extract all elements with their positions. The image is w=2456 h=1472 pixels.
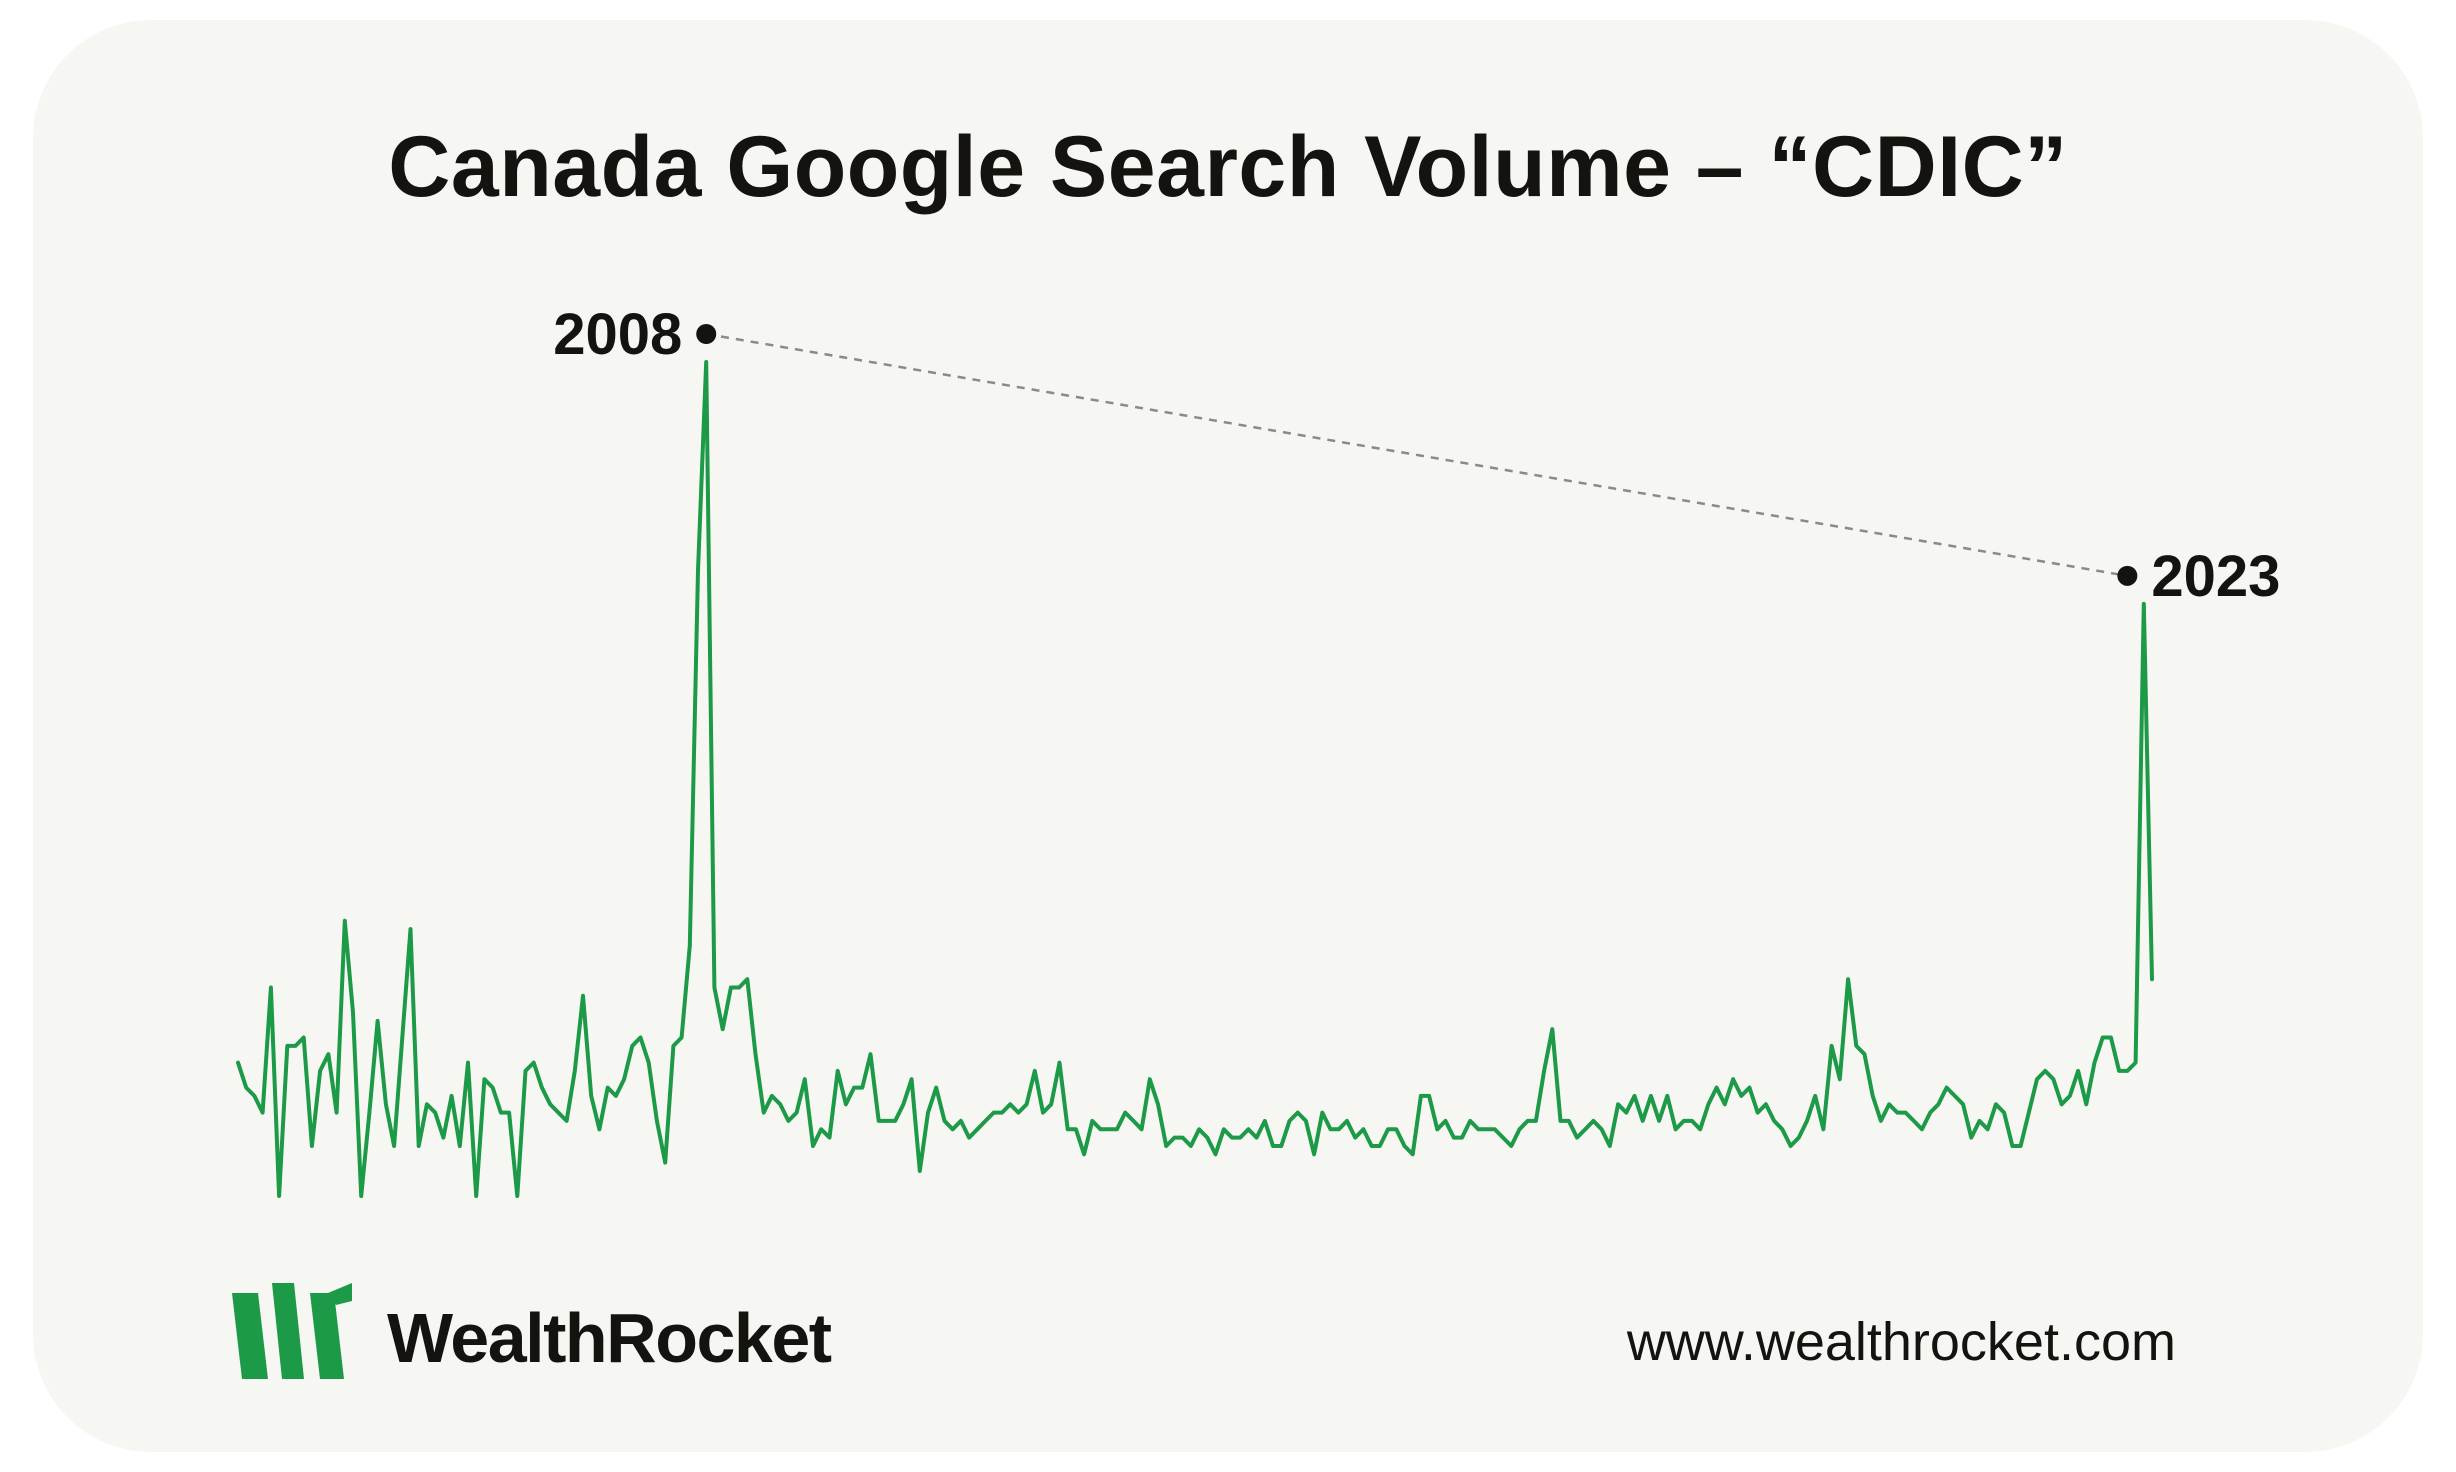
- annotation-marker-2023: [2117, 565, 2138, 586]
- website-url: www.wealthrocket.com: [1626, 1312, 2176, 1372]
- annotation-label-2008: 2008: [553, 302, 682, 367]
- brand-name: WealthRocket: [387, 1299, 832, 1377]
- wealthrocket-logo-icon: [232, 1283, 352, 1379]
- peak-connector-line: [706, 332, 2128, 578]
- series-line: [236, 360, 2154, 1198]
- chart-card: [33, 20, 2423, 1452]
- annotation-label-2023: 2023: [2151, 544, 2280, 609]
- chart-title: Canada Google Search Volume – “CDIC”: [388, 119, 2068, 215]
- annotation-marker-2008: [696, 324, 717, 344]
